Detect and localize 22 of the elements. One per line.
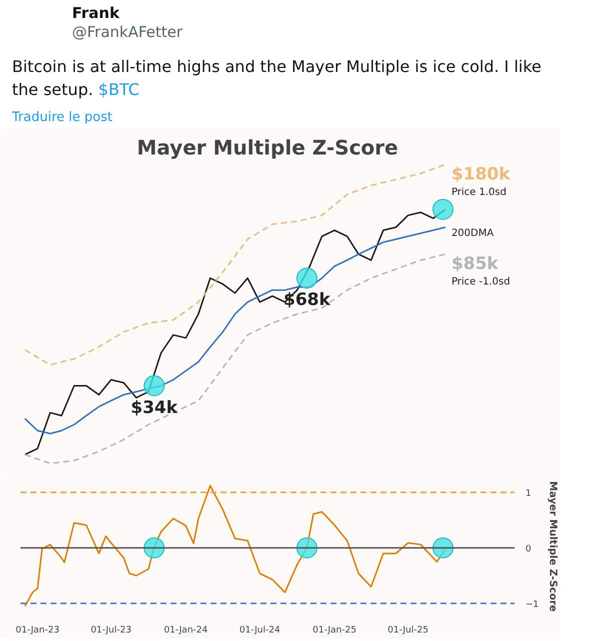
text: $BTC xyxy=(98,80,140,100)
annotation: $34k xyxy=(130,398,178,418)
annotation: $180k xyxy=(451,164,511,184)
y-axis-title: Mayer Multiple Z-Score xyxy=(546,481,558,612)
chart-title: Mayer Multiple Z-Score xyxy=(136,136,398,160)
text: @FrankAFetter xyxy=(72,22,184,43)
annotation: $85k xyxy=(451,254,499,274)
y-tick-label: 0 xyxy=(526,544,532,554)
x-tick-label: 01-Jul-24 xyxy=(239,626,280,636)
text: Traduire le post xyxy=(12,109,114,128)
x-tick-label: 01-Jul-23 xyxy=(90,626,132,636)
x-tick-label: 01-Jan-24 xyxy=(164,626,208,636)
x-tick-label: 01-Jan-25 xyxy=(312,626,356,636)
annotation: 200DMA xyxy=(451,228,494,239)
annotation: Price -1.0sd xyxy=(451,276,510,288)
text: Frank xyxy=(72,4,120,22)
x-tick-label: 01-Jul-25 xyxy=(388,626,428,636)
annotation: Price 1.0sd xyxy=(451,187,506,198)
annotation: $68k xyxy=(284,290,331,310)
y-tick-label: −1 xyxy=(526,600,539,610)
y-tick-label: 1 xyxy=(526,488,532,499)
x-tick-label: 01-Jan-23 xyxy=(16,626,60,636)
